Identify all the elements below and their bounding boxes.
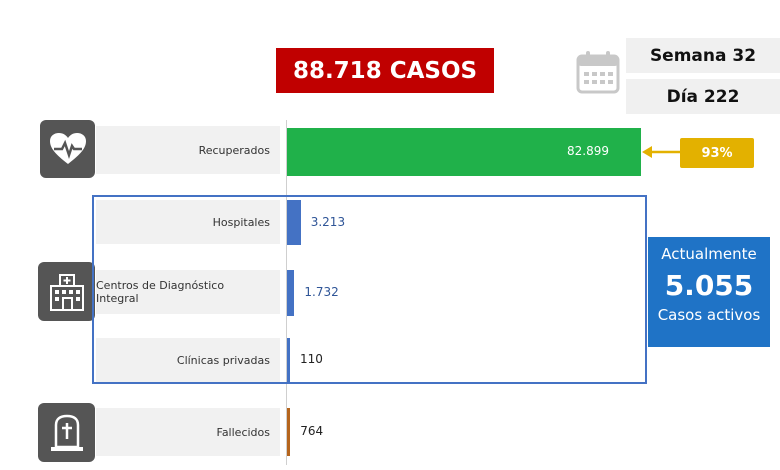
day-label: Día 222 [626, 79, 780, 114]
active-cases-caption: Actualmente [661, 245, 757, 263]
calendar-icon [576, 51, 620, 94]
bar-hospitales [287, 200, 301, 245]
total-cases-badge: 88.718 CASOS [276, 48, 494, 93]
bar-clinicas [287, 338, 290, 382]
heart-pulse-icon [40, 120, 95, 178]
bar-recuperados [287, 128, 641, 176]
recovered-percent-badge: 93% [680, 138, 754, 168]
bar-value-hospitales: 3.213 [310, 214, 346, 229]
week-label: Semana 32 [626, 38, 780, 73]
category-label-cdi: Centros de Diagnóstico Integral [96, 270, 280, 314]
active-cases-frame [92, 195, 647, 384]
active-cases-value: 5.055 [664, 269, 754, 302]
active-cases-box: Actualmente 5.055 Casos activos [648, 237, 770, 347]
arrow-left-icon [642, 146, 682, 158]
category-label-fallecidos: Fallecidos [96, 408, 280, 456]
tombstone-icon [38, 403, 95, 462]
active-cases-subtitle: Casos activos [657, 306, 761, 324]
bar-cdi [287, 270, 295, 316]
chart-axis [286, 120, 287, 465]
category-label-hospitales: Hospitales [96, 200, 280, 244]
bar-value-recuperados: 82.899 [567, 144, 609, 158]
category-label-recuperados: Recuperados [96, 126, 280, 174]
bar-fallecidos [287, 408, 291, 456]
category-label-clinicas: Clínicas privadas [96, 338, 280, 382]
bar-value-fallecidos: 764 [300, 424, 324, 438]
hospital-icon [38, 262, 95, 321]
bar-value-cdi: 1.732 [304, 285, 339, 299]
bar-value-clinicas: 110 [300, 352, 323, 366]
